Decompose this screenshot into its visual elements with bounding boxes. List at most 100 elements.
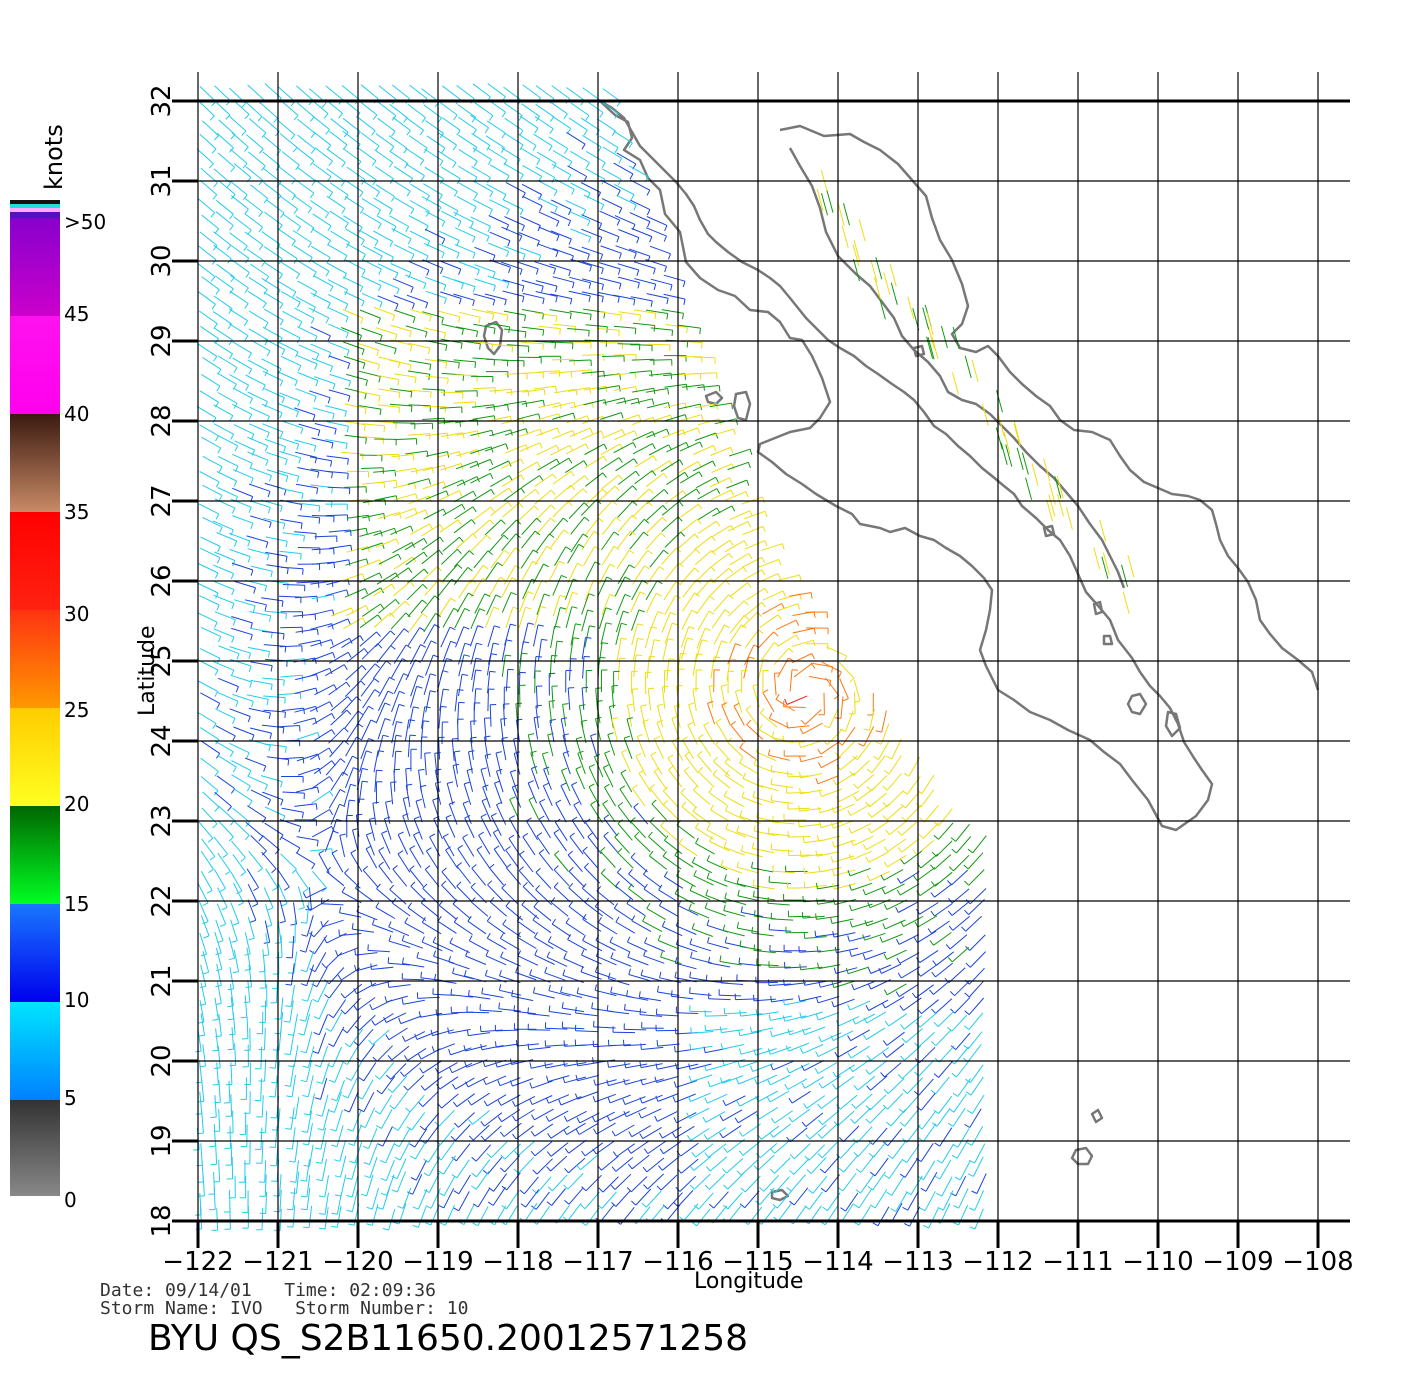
wind-barb-feather <box>609 563 616 568</box>
wind-barb-feather <box>637 398 640 405</box>
wind-barb-feather <box>879 936 883 943</box>
wind-barb-feather <box>604 783 610 788</box>
wind-barb <box>421 706 426 729</box>
wind-barb <box>454 279 476 288</box>
wind-barb-feather <box>423 538 428 544</box>
wind-barb-feather <box>583 460 588 466</box>
wind-barb-feather <box>842 698 849 702</box>
wind-barb <box>381 833 391 854</box>
wind-barb-feather <box>682 736 688 741</box>
wind-barb <box>495 752 502 775</box>
wind-barb-feather <box>309 949 315 955</box>
wind-barb <box>535 312 557 317</box>
wind-barb <box>603 787 617 807</box>
wind-barb <box>468 1032 491 1037</box>
wind-barb-feather <box>617 268 621 275</box>
wind-barb <box>919 1046 936 1064</box>
wind-barb-feather <box>410 525 414 532</box>
wind-barb-feather <box>559 328 561 335</box>
wind-barb <box>339 835 346 858</box>
wind-barb <box>584 822 599 841</box>
wind-barb-feather <box>710 804 715 811</box>
wind-barb <box>360 678 375 697</box>
wind-barb-feather <box>314 1064 321 1068</box>
wind-barb <box>501 147 521 160</box>
wind-barb-feather <box>347 363 351 370</box>
wind-barb-feather <box>430 1029 433 1036</box>
wind-barb <box>376 645 392 664</box>
wind-barb <box>664 622 673 644</box>
wind-barb <box>770 1015 793 1021</box>
wind-barb-feather <box>242 163 248 169</box>
wind-barb <box>646 293 669 299</box>
wind-barb-feather <box>457 220 462 227</box>
wind-barb-feather <box>285 983 292 986</box>
wind-barb <box>758 559 779 568</box>
wind-barb <box>231 840 246 859</box>
wind-barb <box>567 687 571 711</box>
wind-barb <box>424 148 444 162</box>
wind-barb-feather <box>464 607 471 612</box>
wind-barb <box>502 279 525 287</box>
wind-barb <box>434 1043 455 1053</box>
wind-barb <box>840 696 844 719</box>
wind-barb-feather <box>538 194 543 201</box>
wind-barb-feather <box>458 490 463 497</box>
wind-barb <box>653 771 668 790</box>
wind-barb-feather <box>667 388 670 395</box>
wind-barb <box>439 490 460 501</box>
wind-barb <box>661 612 671 633</box>
wind-barb <box>584 867 601 884</box>
wind-barb <box>884 883 905 895</box>
wind-barb <box>508 838 522 858</box>
wind-barb <box>214 611 236 621</box>
wind-barb-feather <box>247 716 251 723</box>
wind-barb-feather <box>419 129 425 136</box>
wind-barb <box>229 290 249 304</box>
wind-barb <box>724 762 743 777</box>
wind-barb-feather <box>703 1064 707 1071</box>
wind-barb-feather <box>880 1072 885 1078</box>
wind-barb <box>375 327 398 335</box>
wind-barb <box>600 872 618 889</box>
wind-barb-feather <box>830 822 834 829</box>
wind-barb-feather <box>620 314 622 321</box>
wind-barb <box>487 920 506 935</box>
wind-barb-feather <box>439 524 444 530</box>
wind-barb <box>263 887 274 908</box>
wind-barb-feather <box>767 1079 771 1086</box>
wind-barb <box>215 275 234 290</box>
wind-barb <box>394 493 416 501</box>
wind-barb-feather <box>389 146 395 152</box>
wind-barb <box>214 1095 217 1118</box>
wind-barb-feather <box>341 1061 348 1065</box>
wind-barb <box>486 653 492 676</box>
wind-barb <box>361 1079 374 1100</box>
wind-barb-feather <box>312 414 316 421</box>
wind-barb-feather <box>621 749 628 753</box>
wind-barb-feather <box>584 897 590 904</box>
wind-barb <box>263 644 286 647</box>
wind-barb-feather <box>388 162 394 168</box>
wind-barb <box>663 373 686 377</box>
wind-barb-feather <box>802 1028 806 1035</box>
wind-barb-feather <box>404 917 409 924</box>
wind-barb <box>420 595 435 614</box>
wind-barb <box>886 949 907 960</box>
wind-barb-feather <box>261 850 267 856</box>
wind-barb <box>405 325 428 333</box>
wind-barb <box>422 481 444 490</box>
wind-barb <box>453 519 472 534</box>
wind-barb <box>634 278 656 285</box>
wind-barb-feather <box>494 625 501 628</box>
wind-barb <box>552 248 574 257</box>
wind-barb <box>773 647 790 666</box>
wind-barb <box>848 966 870 975</box>
wind-barb-feather <box>414 816 420 820</box>
wind-barb-feather <box>501 736 508 739</box>
wind-barb <box>535 517 551 536</box>
wind-barb-feather <box>617 802 624 807</box>
wind-barb-feather <box>695 488 701 495</box>
wind-barb-feather <box>412 556 417 563</box>
